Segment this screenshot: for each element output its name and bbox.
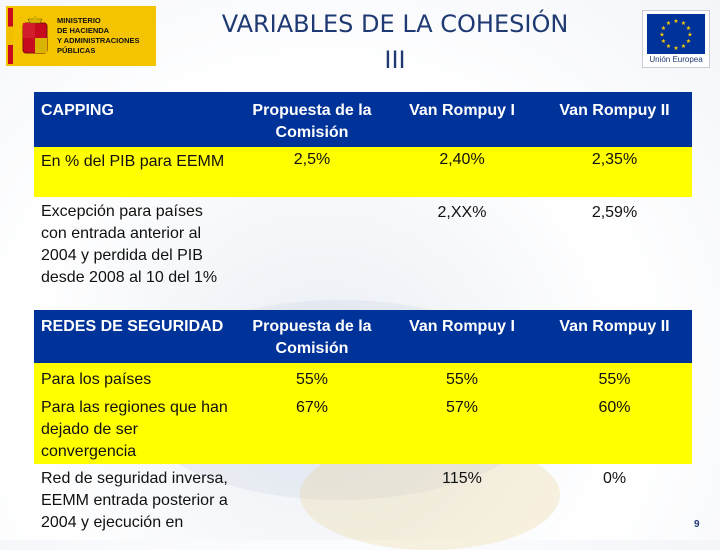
table-cell: 2,59% <box>591 204 638 221</box>
table-cell: En % del PIB para EEMM <box>41 153 225 170</box>
table-cell: 57% <box>445 399 479 416</box>
eu-logo: ★ ★ ★ ★ ★ ★ ★ ★ ★ ★ ★ ★ Unión Europea <box>642 10 710 68</box>
table-cell: 2,35% <box>591 151 638 168</box>
title-line-2: III <box>384 46 406 74</box>
svg-text:★: ★ <box>673 45 678 52</box>
table-row: Excepción para países con entrada anteri… <box>34 197 692 310</box>
ministry-logo-text: MINISTERIO DE HACIENDA Y ADMINISTRACIONE… <box>57 16 140 56</box>
ministry-line: PÚBLICAS <box>57 46 96 55</box>
svg-text:★: ★ <box>681 20 686 27</box>
table-header-row: CAPPING Propuesta de la Comisión Van Rompu… <box>34 92 692 147</box>
table-row: En % del PIB para EEMM 2,5% 2,40% 2,35% <box>34 147 692 197</box>
svg-text:★: ★ <box>681 43 686 50</box>
eu-logo-text: Unión Europea <box>649 55 703 64</box>
table-cell: Para las regiones que han dejado de ser … <box>41 399 228 460</box>
flag-stripe <box>8 8 13 64</box>
table-row: Para las regiones que han dejado de ser … <box>34 391 692 464</box>
page-number: 9 <box>694 519 700 530</box>
coat-of-arms-icon <box>19 14 51 58</box>
svg-text:★: ★ <box>666 43 671 50</box>
table-cell: Propuesta de la Comisión <box>252 318 372 357</box>
table-cell: 2,XX% <box>437 204 487 221</box>
eu-flag-icon: ★ ★★ ★★★ ★★★ ★★★ <box>647 14 705 54</box>
ministry-line: MINISTERIO <box>57 16 101 25</box>
svg-text:★: ★ <box>687 32 692 39</box>
table-cell: Van Rompuy I <box>409 318 515 335</box>
svg-text:★: ★ <box>666 20 671 27</box>
table-cell: CAPPING <box>41 102 114 119</box>
table-row: Para los países 55% 55% 55% <box>34 363 692 391</box>
page-title: VARIABLES DE LA COHESIÓN III <box>160 6 630 78</box>
table-cell: Para los países <box>41 371 152 388</box>
svg-text:★: ★ <box>661 25 666 32</box>
table-cell: 55% <box>445 371 479 388</box>
table-cell: 2,40% <box>439 151 485 168</box>
table-cell: Excepción para países con entrada anteri… <box>41 203 218 286</box>
svg-text:★: ★ <box>673 18 678 25</box>
table-cell: 67% <box>295 399 329 416</box>
table-cell: 2,5% <box>293 151 331 168</box>
table-cell: Van Rompuy II <box>559 318 670 335</box>
table-cell: Propuesta de la Comisión <box>252 102 372 141</box>
table-cell: 0% <box>602 470 627 487</box>
table-cell: Red de seguridad inversa, EEMM entrada p… <box>41 470 228 531</box>
table-cell: 60% <box>598 399 631 416</box>
table-cell: 115% <box>442 470 482 487</box>
table-cell: 55% <box>295 371 329 388</box>
table-row: Red de seguridad inversa, EEMM entrada p… <box>34 464 692 544</box>
svg-text:★: ★ <box>686 38 691 45</box>
table-cell: 55% <box>598 371 631 388</box>
svg-text:★: ★ <box>659 32 664 39</box>
ministry-line: DE HACIENDA <box>57 26 110 35</box>
svg-text:★: ★ <box>661 38 666 45</box>
table-cell: REDES DE SEGURIDAD <box>41 318 224 335</box>
ministry-line: Y ADMINISTRACIONES <box>57 36 140 45</box>
ministry-logo: MINISTERIO DE HACIENDA Y ADMINISTRACIONE… <box>6 6 156 66</box>
table-header-row: REDES DE SEGURIDAD Propuesta de la Comisi… <box>34 310 692 363</box>
svg-text:★: ★ <box>686 25 691 32</box>
title-line-1: VARIABLES DE LA COHESIÓN <box>221 10 569 38</box>
table-cell: Van Rompuy II <box>559 102 670 119</box>
table-cell: Van Rompuy I <box>409 102 515 119</box>
